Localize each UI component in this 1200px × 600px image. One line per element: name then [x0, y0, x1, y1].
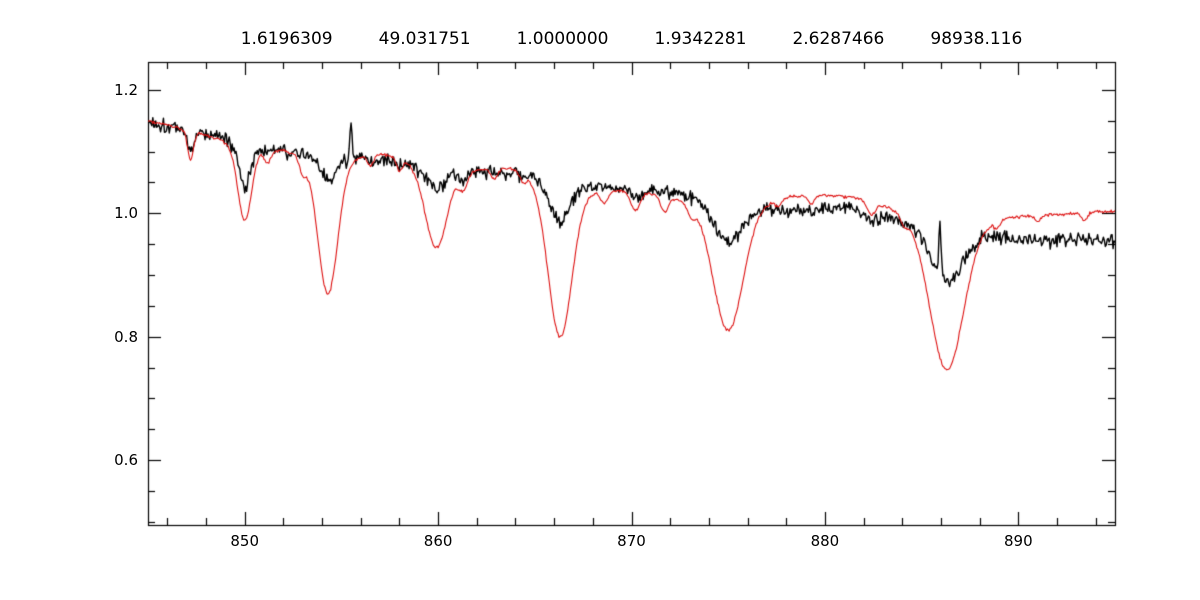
x-tick-label: 890 — [1003, 532, 1033, 550]
fit-parameter-5: 2.6287466 — [792, 29, 885, 49]
plot-header-values: 1.6196309 49.031751 1.0000000 1.9342281 … — [148, 29, 1115, 49]
x-tick-label: 860 — [423, 532, 453, 550]
x-tick-label: 880 — [810, 532, 840, 550]
fit-parameter-2: 49.031751 — [378, 29, 471, 49]
y-tick-label: 1.0 — [114, 204, 138, 223]
fit-parameter-6: 98938.116 — [930, 29, 1023, 49]
fit-parameter-4: 1.9342281 — [654, 29, 747, 49]
y-tick-label: 1.2 — [114, 80, 138, 99]
x-tick-label: 850 — [230, 532, 260, 550]
y-tick-label: 0.6 — [114, 451, 138, 470]
fit-parameter-1: 1.6196309 — [240, 29, 333, 49]
fit-parameter-3: 1.0000000 — [516, 29, 609, 49]
y-tick-label: 0.8 — [114, 327, 138, 346]
x-tick-label: 870 — [617, 532, 646, 550]
